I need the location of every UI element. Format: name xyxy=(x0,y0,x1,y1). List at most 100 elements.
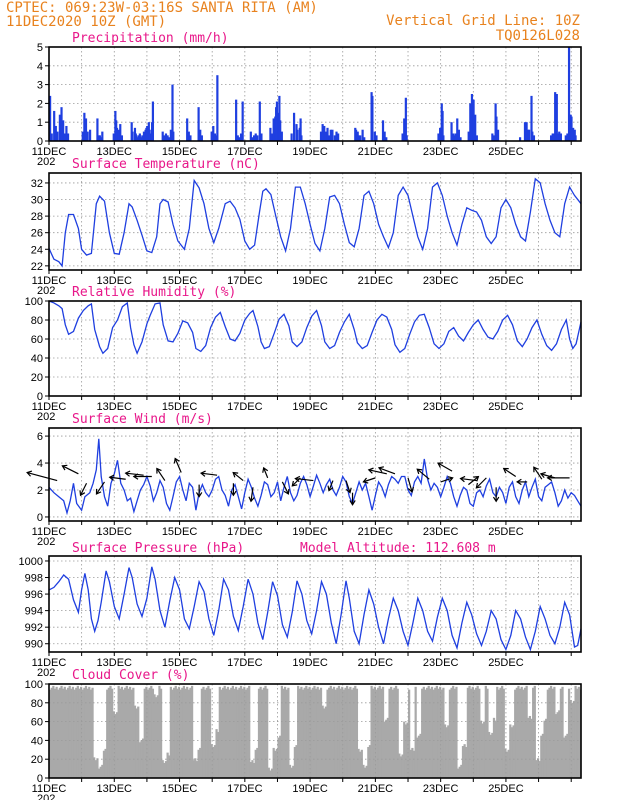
cloud-cover-bar xyxy=(357,748,360,778)
cloud-cover-bar xyxy=(137,706,140,778)
cloud-cover-bar xyxy=(432,689,435,778)
cloud-cover-bar xyxy=(115,712,119,778)
precipitation-bar xyxy=(112,133,115,141)
precipitation-bar xyxy=(168,137,171,141)
precipitation-bar xyxy=(199,129,202,141)
cloud-cover-bar xyxy=(468,685,471,778)
precipitation-bar xyxy=(139,137,142,141)
precipitation-bar xyxy=(437,133,440,141)
cloud-cover-bar xyxy=(339,688,342,778)
cloud-cover-bar xyxy=(452,685,455,778)
humidity-ytick-label: 100 xyxy=(25,296,43,308)
cloud-cover-bar xyxy=(187,689,190,778)
precipitation-bar xyxy=(200,135,203,141)
cloud-cover-bar xyxy=(52,685,55,778)
temperature-xtick-label: 17DEC xyxy=(227,275,263,287)
cloud-cover-bar xyxy=(156,695,159,778)
cloud-cover-bar xyxy=(179,689,182,778)
precipitation-bar xyxy=(527,129,531,141)
cloud-cover-title: Cloud Cover (%) xyxy=(72,668,189,683)
cloud-cover-bar xyxy=(416,737,419,778)
cloud-cover-bar xyxy=(252,762,256,778)
cloud-cover-bar xyxy=(145,686,148,778)
cloud-cover-bar xyxy=(218,686,221,778)
cloud-cover-bar xyxy=(50,687,53,778)
cloud-cover-bar xyxy=(329,685,332,778)
wind-vector-arrow xyxy=(195,484,203,498)
cloud-cover-bar xyxy=(75,687,78,778)
cloud-cover-bar xyxy=(176,688,179,778)
wind-vector-arrow xyxy=(345,480,352,494)
cloud-cover-bar xyxy=(221,687,225,778)
cloud-cover-bar xyxy=(417,735,421,778)
cloud-cover-bar xyxy=(315,688,318,778)
precipitation-bar xyxy=(96,118,99,141)
precipitation-bar xyxy=(328,135,331,141)
precipitation-bar xyxy=(53,110,56,141)
cloud-cover-bar xyxy=(572,700,576,778)
precipitation-bar xyxy=(404,97,407,141)
cloud-cover-bar xyxy=(128,686,132,778)
cloud-cover-ytick-label: 0 xyxy=(37,773,43,785)
cloud-cover-bar xyxy=(215,729,218,778)
cloud-cover-ytick-label: 20 xyxy=(31,754,43,766)
precipitation-bar xyxy=(531,131,534,141)
cloud-cover-bar xyxy=(311,687,314,778)
cloud-cover-bar xyxy=(238,687,241,778)
temperature-series-line xyxy=(48,177,582,268)
cloud-cover-bar xyxy=(228,689,231,778)
cloud-cover-bar xyxy=(380,688,383,778)
cloud-cover-bar xyxy=(514,689,517,778)
precipitation-bar xyxy=(88,129,92,141)
cloud-cover-bar xyxy=(466,687,469,778)
cloud-cover-bar xyxy=(184,688,187,778)
cloud-cover-bar xyxy=(421,688,424,778)
cloud-cover-xtick-label: 19DEC xyxy=(292,783,328,795)
cloud-cover-bar xyxy=(189,687,192,778)
precipitation-bar xyxy=(254,133,257,141)
precipitation-bar xyxy=(470,94,474,141)
cloud-cover-bar xyxy=(484,685,487,778)
cloud-cover-bar xyxy=(355,688,359,778)
precipitation-plot-frame xyxy=(48,46,582,142)
precipitation-ytick-label: 5 xyxy=(37,42,43,54)
cloud-cover-bar xyxy=(448,689,452,778)
humidity-xtick-label: 23DEC xyxy=(423,401,459,413)
wind-vector-arrow xyxy=(546,474,570,482)
cloud-cover-bar xyxy=(101,764,104,778)
precipitation-bar xyxy=(523,122,527,141)
humidity-xtick-label: 21DEC xyxy=(358,401,394,413)
precipitation-bar xyxy=(574,135,577,141)
cloud-cover-bar xyxy=(70,688,73,778)
cloud-cover-bar xyxy=(171,689,174,778)
precipitation-bar xyxy=(186,118,189,141)
wind-vector-arrow xyxy=(349,492,356,506)
cloud-cover-bar xyxy=(411,747,414,778)
cloud-cover-bar xyxy=(66,687,70,778)
precipitation-bar xyxy=(83,112,86,141)
precipitation-bar xyxy=(292,112,296,141)
cloud-cover-bar xyxy=(143,688,146,778)
precipitation-bar xyxy=(270,133,274,141)
cloud-cover-bar xyxy=(362,764,365,778)
cloud-cover-xtick-label: 15DEC xyxy=(162,783,198,795)
cloud-cover-bar xyxy=(406,722,409,778)
cloud-cover-bar xyxy=(497,689,501,778)
precipitation-bar xyxy=(459,137,462,141)
cloud-cover-bar xyxy=(328,687,331,778)
temperature-panel: Surface Temperature (nC) 22 24 26 28 30 32 11D… xyxy=(31,157,582,297)
precipitation-bar xyxy=(324,131,327,141)
cloud-cover-bar xyxy=(130,689,133,778)
precipitation-bar xyxy=(570,116,573,141)
precipitation-bar xyxy=(491,133,494,141)
wind-xtick-label: 23DEC xyxy=(423,526,459,538)
precipitation-bar xyxy=(361,129,364,141)
precipitation-xtick-label: 17DEC xyxy=(227,146,263,158)
wind-vector-arrow xyxy=(294,475,314,483)
wind-vector-arrow xyxy=(516,478,528,486)
wind-vector-arrow xyxy=(362,477,376,484)
cloud-cover-bar xyxy=(303,687,306,778)
precipitation-panel: Precipitation (mm/h) 0 1 2 3 4 5 11DEC 13DEC 15D… xyxy=(32,31,582,168)
precipitation-bar xyxy=(56,131,59,141)
